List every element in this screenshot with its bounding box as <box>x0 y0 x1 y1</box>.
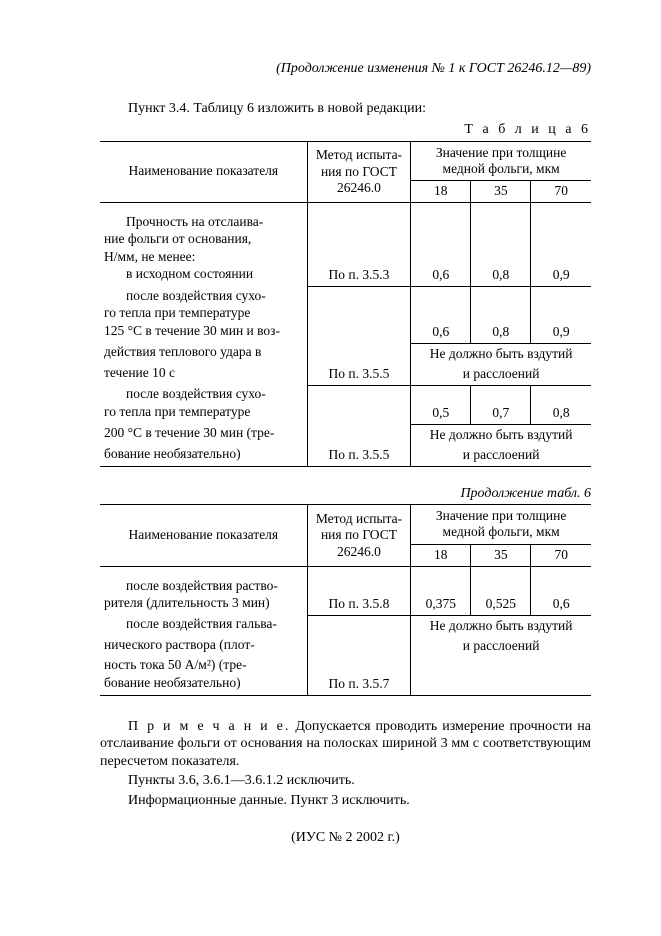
table-6-continuation: Наименование показателя Метод испыта-ния… <box>100 504 591 695</box>
t2-g2d: бование необязательно) <box>100 674 307 692</box>
col-header-method: Метод испыта-ния по ГОСТ26246.0 <box>307 141 411 202</box>
t1-r1-v70: 0,9 <box>531 265 591 286</box>
t1-note2a: Не должно быть вздутий <box>411 424 591 445</box>
t1-r3-v18: 0,5 <box>411 403 471 424</box>
col-header-name: Наименование показателя <box>100 141 307 202</box>
t2-note1b: и расслоений <box>411 636 591 656</box>
t1-m3: По п. 3.5.5 <box>307 445 411 466</box>
t1-r1-v35: 0,8 <box>471 265 531 286</box>
col2-header-name: Наименование показателя <box>100 505 307 566</box>
table-6-continuation-label: Продолжение табл. 6 <box>100 485 591 503</box>
footer-ius: (ИУС № 2 2002 г.) <box>100 829 591 847</box>
t1-g2a: после воздействия сухо- <box>100 287 307 305</box>
col2-18: 18 <box>411 544 471 566</box>
document-page: (Продолжение изменения № 1 к ГОСТ 26246.… <box>0 0 661 936</box>
t1-r1-v18: 0,6 <box>411 265 471 286</box>
t1-r3-v35: 0,7 <box>471 403 531 424</box>
t1-note1a: Не должно быть вздутий <box>411 343 591 364</box>
t1-lead1: Прочность на отслаива- <box>100 213 307 231</box>
t1-g3d: бование необязательно) <box>100 445 307 463</box>
col-18: 18 <box>411 180 471 202</box>
exclude-line-2: Информационные данные. Пункт 3 исключить… <box>100 792 591 810</box>
t2-g1b: рителя (длительность 3 мин) <box>100 594 307 612</box>
t2-g2b: нического раствора (плот- <box>100 636 307 654</box>
t1-note1b: и расслоений <box>411 364 591 385</box>
t1-r2-v35: 0,8 <box>471 322 531 343</box>
t2-r1-v18: 0,375 <box>411 594 471 615</box>
t2-m2: По п. 3.5.7 <box>307 674 411 695</box>
t2-g2a: после воздействия гальва- <box>100 615 307 633</box>
col-70: 70 <box>531 180 591 202</box>
intro-line: Пункт 3.4. Таблицу 6 изложить в новой ре… <box>100 100 591 118</box>
t1-note2b: и расслоений <box>411 445 591 466</box>
notes-block: П р и м е ч а н и е. Допускается проводи… <box>100 718 591 810</box>
exclude-line-1: Пункты 3.6, 3.6.1—3.6.1.2 исключить. <box>100 772 591 790</box>
col2-header-method: Метод испыта-ния по ГОСТ26246.0 <box>307 505 411 566</box>
t1-lead3: Н/мм, не менее: <box>100 248 307 266</box>
t1-g3b: го тепла при температуре <box>100 403 307 421</box>
t1-r2-v18: 0,6 <box>411 322 471 343</box>
t1-r3-v70: 0,8 <box>531 403 591 424</box>
note-text: П р и м е ч а н и е. Допускается проводи… <box>100 718 591 771</box>
col-35: 35 <box>471 180 531 202</box>
table-6-label: Т а б л и ц а 6 <box>100 121 591 139</box>
t1-g2c: 125 °С в течение 30 мин и воз- <box>100 322 307 340</box>
t2-g1a: после воздействия раство- <box>100 577 307 595</box>
t2-g2c: ность тока 50 А/м²) (тре- <box>100 656 307 674</box>
col2-35: 35 <box>471 544 531 566</box>
page-header: (Продолжение изменения № 1 к ГОСТ 26246.… <box>100 60 591 78</box>
t1-g2e: течение 10 с <box>100 364 307 382</box>
t1-r1-method: По п. 3.5.3 <box>307 265 411 286</box>
t1-r1-label: в исходном состоянии <box>100 265 307 283</box>
col2-70: 70 <box>531 544 591 566</box>
t1-g2d: действия теплового удара в <box>100 343 307 361</box>
t1-m2: По п. 3.5.5 <box>307 364 411 385</box>
t2-r1-v70: 0,6 <box>531 594 591 615</box>
t1-g2b: го тепла при температуре <box>100 304 307 322</box>
t1-lead2: ние фольги от основания, <box>100 230 307 248</box>
t1-r2-v70: 0,9 <box>531 322 591 343</box>
t2-note1a: Не должно быть вздутий <box>411 615 591 636</box>
note-label: П р и м е ч а н и е. <box>128 719 290 734</box>
t2-r1-v35: 0,525 <box>471 594 531 615</box>
table-6: Наименование показателя Метод испыта-ния… <box>100 141 591 467</box>
t1-g3c: 200 °С в течение 30 мин (тре- <box>100 424 307 442</box>
t2-m1: По п. 3.5.8 <box>307 594 411 615</box>
col-header-values: Значение при толщине медной фольги, мкм <box>411 141 591 180</box>
col2-header-values: Значение при толщине медной фольги, мкм <box>411 505 591 544</box>
t1-g3a: после воздействия сухо- <box>100 385 307 403</box>
